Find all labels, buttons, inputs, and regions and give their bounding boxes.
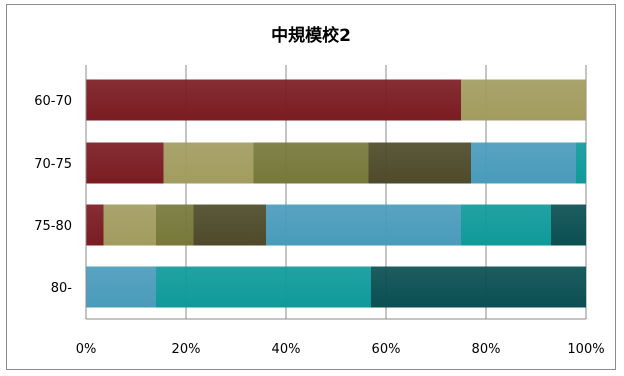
bar-segment xyxy=(253,142,369,184)
bar-segment xyxy=(461,79,586,121)
bar-segment xyxy=(266,204,461,246)
y-tick-label: 75-80 xyxy=(34,219,72,234)
bar-segment xyxy=(368,142,471,184)
x-tick-label: 40% xyxy=(272,342,301,357)
chart-title: 中規模校2 xyxy=(271,26,351,46)
bar-segment xyxy=(86,79,461,121)
y-tick-label: 70-75 xyxy=(34,157,72,172)
x-tick-label: 80% xyxy=(472,342,501,357)
bar-segment xyxy=(193,204,266,246)
bar-segment xyxy=(551,204,586,246)
x-tick-label: 20% xyxy=(172,342,201,357)
bar-segment xyxy=(86,266,156,308)
x-tick-label: 60% xyxy=(372,342,401,357)
y-tick-label: 60-70 xyxy=(34,94,72,109)
bar-segment xyxy=(461,204,551,246)
x-tick-label: 0% xyxy=(76,342,97,357)
bar-segment xyxy=(86,142,164,184)
bar-segment xyxy=(576,142,586,184)
chart-plot: 60-70 70-75 75-80 80- 0% 20% 40% 60% 80% 100% xyxy=(34,65,605,357)
bar-segment xyxy=(471,142,576,184)
bar-segment xyxy=(86,204,104,246)
bar-segment xyxy=(156,204,194,246)
bar-segment xyxy=(156,266,371,308)
bar-segment xyxy=(371,266,586,308)
bar-segment xyxy=(103,204,156,246)
y-tick-label: 80- xyxy=(51,281,73,296)
x-tick-label: 100% xyxy=(567,342,604,357)
chart-frame: 中規模校2 60-70 70-75 75-80 80- 0% 20% 40% 60% 80% 10… xyxy=(6,4,616,370)
bar-segment xyxy=(163,142,254,184)
